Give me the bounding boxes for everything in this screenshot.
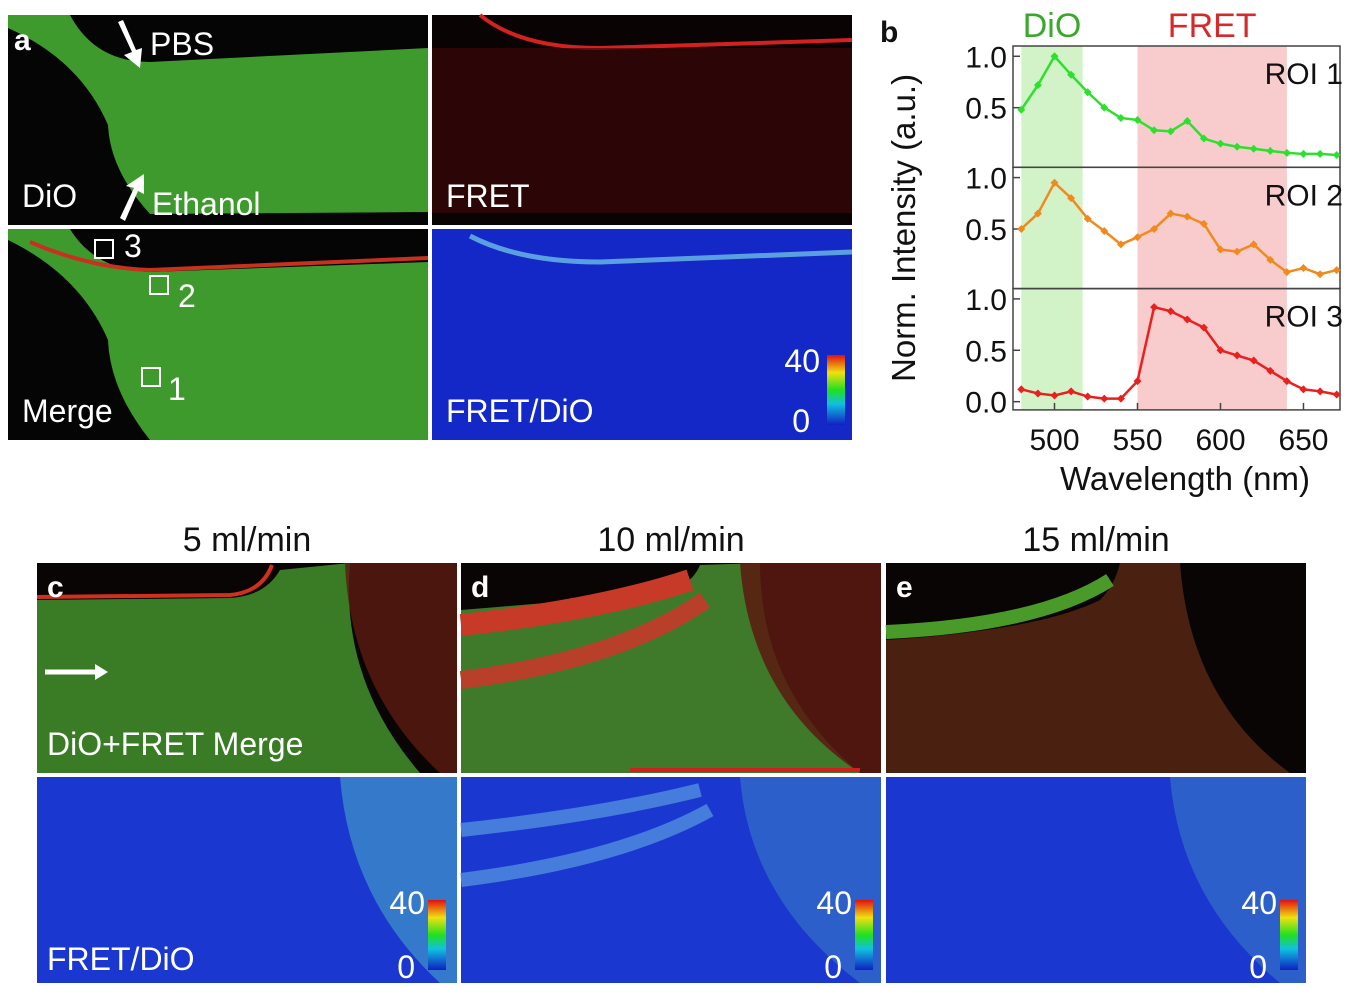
colorbar-label: 40: [1241, 885, 1277, 921]
image-label: FRET/DiO: [446, 393, 594, 429]
legend-entry: ROI 2: [1265, 179, 1343, 212]
image-label: Merge: [22, 393, 113, 429]
panel-label: c: [47, 571, 64, 604]
y-tick-label: 1.0: [965, 163, 1007, 196]
colorbar-label: 40: [784, 343, 820, 379]
data-point: [1316, 150, 1324, 158]
x-axis-label: Wavelength (nm): [1060, 460, 1310, 497]
data-point: [1084, 393, 1092, 401]
roi-label: 1: [168, 371, 186, 407]
image-label: FRET/DiO: [47, 941, 195, 977]
data-point: [1100, 395, 1108, 403]
data-point: [1316, 387, 1324, 395]
annotation: Ethanol: [152, 186, 261, 222]
y-tick-label: 1.0: [965, 284, 1007, 317]
roi-label: 3: [124, 228, 142, 264]
colorbar-label: 0: [1249, 949, 1267, 983]
y-tick-label: 0.0: [965, 387, 1007, 420]
annotation: PBS: [150, 26, 214, 62]
y-tick-label: 0.5: [965, 335, 1007, 368]
column-title: 10 ml/min: [597, 521, 744, 559]
x-tick-label: 600: [1195, 424, 1245, 457]
band-label: DiO: [1023, 7, 1082, 45]
roi-label: 2: [178, 278, 196, 314]
page: a PBS DiO Ethanol FRET Merge 3 2 1 FRET/…: [0, 0, 1345, 988]
colorbar-label: 0: [397, 949, 415, 983]
colorbar-label: 0: [824, 949, 842, 983]
data-point: [1316, 270, 1324, 278]
x-tick-label: 650: [1278, 424, 1328, 457]
colorbar-label: 40: [816, 885, 852, 921]
flow-images: [37, 563, 1306, 983]
panel-label: e: [896, 571, 913, 604]
column-title: 5 ml/min: [183, 521, 311, 559]
y-axis-label: Norm. Intensity (a.u.): [885, 74, 922, 382]
image-label: DiO+FRET Merge: [47, 726, 303, 762]
colorbar-label: 0: [792, 403, 810, 439]
y-tick-label: 1.0: [965, 41, 1007, 74]
column-title: 15 ml/min: [1022, 521, 1169, 559]
band: [1137, 46, 1286, 410]
figure: a PBS DiO Ethanol FRET Merge 3 2 1 FRET/…: [0, 0, 1345, 983]
legend-entry: ROI 1: [1265, 58, 1343, 91]
band-label: FRET: [1168, 7, 1257, 45]
x-tick-label: 500: [1029, 424, 1079, 457]
spectrum-chart: DiO FRET 0.5 1.0 ROI 1 0.5 1.0 ROI 2 0.0 0.5 1.0 RO…: [880, 7, 1343, 497]
colorbar-label: 40: [389, 885, 425, 921]
panel-label: a: [14, 24, 31, 57]
band: [1021, 46, 1082, 410]
y-tick-label: 0.5: [965, 214, 1007, 247]
y-tick-label: 0.5: [965, 93, 1007, 126]
legend-entry: ROI 3: [1265, 301, 1343, 334]
data-point: [1299, 150, 1307, 158]
x-tick-label: 550: [1112, 424, 1162, 457]
panel-label: b: [880, 16, 898, 49]
image-label: DiO: [22, 178, 77, 214]
data-point: [1299, 385, 1307, 393]
data-point: [1299, 264, 1307, 272]
panel-label: d: [471, 571, 489, 604]
image-label: FRET: [446, 178, 530, 214]
